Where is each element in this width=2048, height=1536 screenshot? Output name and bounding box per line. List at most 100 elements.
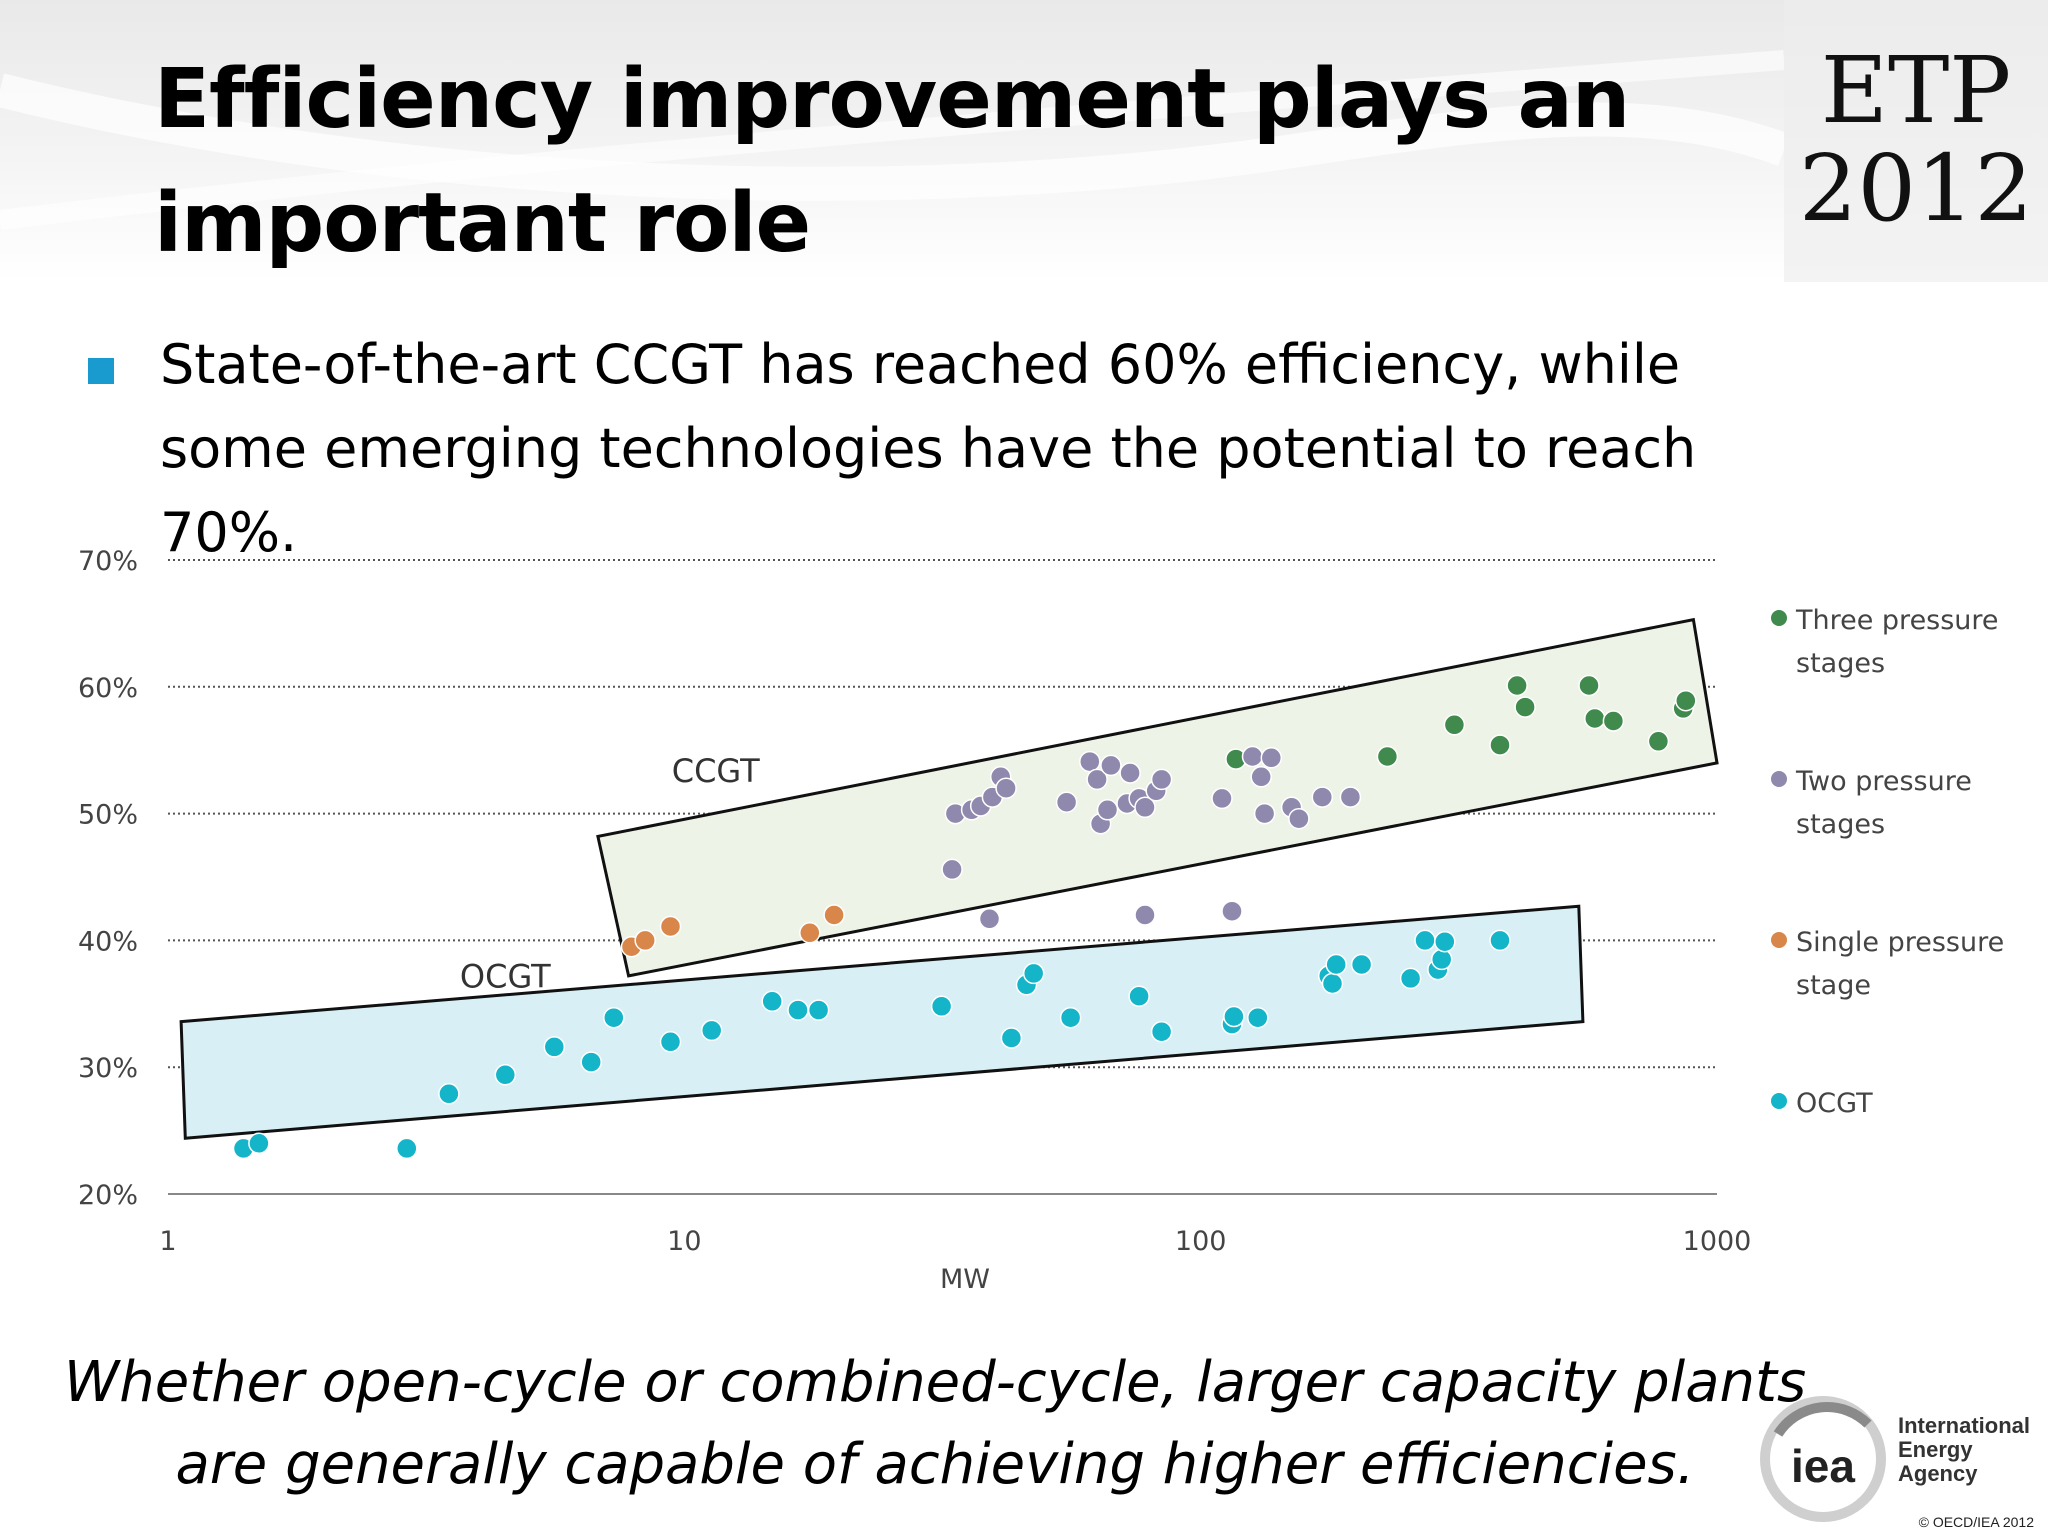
point-ocgt <box>580 1051 602 1073</box>
slide-caption: Whether open-cycle or combined-cycle, la… <box>63 1350 1807 1497</box>
point-two-pressure-stages <box>1221 900 1243 922</box>
x-tick-label: 10 <box>667 1226 701 1257</box>
point-ocgt <box>700 1019 723 1042</box>
point-three-pressure-stages <box>1647 730 1670 753</box>
y-tick-label: 70% <box>78 546 138 577</box>
point-ocgt <box>1430 948 1453 971</box>
point-ocgt <box>1325 953 1347 976</box>
x-tick-label: 1 <box>159 1226 176 1257</box>
y-tick-label: 30% <box>78 1053 138 1084</box>
point-three-pressure-stages <box>1675 689 1697 712</box>
point-ocgt <box>1022 962 1045 985</box>
point-layer <box>232 674 1697 1160</box>
point-two-pressure-stages <box>1241 745 1264 768</box>
bullet-square-icon <box>88 358 114 384</box>
point-two-pressure-stages <box>941 858 963 881</box>
point-ocgt <box>1321 972 1344 995</box>
iea-name-line2: Energy Agency <box>1898 1437 1978 1486</box>
legend-label: Three pressure stages <box>1795 605 1999 679</box>
legend-label: OCGT <box>1796 1088 1873 1119</box>
copyright-text: © OECD/IEA 2012 <box>1918 1514 2034 1530</box>
point-two-pressure-stages <box>1339 786 1362 808</box>
point-three-pressure-stages <box>1489 734 1511 756</box>
iea-name-line1: International <box>1898 1413 2031 1438</box>
point-two-pressure-stages <box>978 908 1001 930</box>
point-three-pressure-stages <box>1506 674 1528 697</box>
iea-mark-text: iea <box>1791 1440 1855 1492</box>
legend-marker <box>1771 1093 1787 1109</box>
point-two-pressure-stages <box>1055 791 1078 813</box>
point-ocgt <box>1150 1020 1173 1043</box>
legend-label: Two pressure stages <box>1795 766 1972 840</box>
header-band <box>0 0 1784 282</box>
point-ocgt <box>1247 1006 1269 1029</box>
axis-layer: 20% 30% 40% 50% 60% 70% 1 10 100 1000 MW <box>78 546 1751 1295</box>
point-three-pressure-stages <box>1584 707 1606 730</box>
point-two-pressure-stages <box>1211 787 1233 810</box>
point-two-pressure-stages <box>1311 786 1334 808</box>
point-ocgt <box>761 990 783 1013</box>
point-two-pressure-stages <box>1119 762 1141 784</box>
point-ocgt <box>1350 953 1373 976</box>
logo-etp-text: ETP <box>1820 37 2012 144</box>
band-ocgt <box>179 904 1585 1140</box>
point-single-pressure-stage <box>659 915 682 938</box>
header-decoration <box>0 50 1784 230</box>
point-three-pressure-stages <box>1514 696 1536 718</box>
point-two-pressure-stages <box>995 777 1017 799</box>
point-two-pressure-stages <box>1096 799 1119 821</box>
x-tick-label: 1000 <box>1683 1226 1752 1257</box>
point-ocgt <box>1399 967 1422 990</box>
point-single-pressure-stage <box>634 929 656 952</box>
point-two-pressure-stages <box>1134 904 1156 926</box>
legend-layer: Three pressure stages Two pressure stages Si… <box>1771 605 2004 1119</box>
point-two-pressure-stages <box>1260 747 1283 769</box>
point-ocgt <box>1059 1006 1082 1029</box>
y-tick-label: 60% <box>78 673 138 704</box>
legend-marker <box>1771 771 1787 787</box>
point-three-pressure-stages <box>1578 674 1600 697</box>
point-two-pressure-stages <box>1288 807 1310 830</box>
etp-logo: ETP 2012 <box>1784 0 2048 282</box>
y-tick-label: 40% <box>78 926 138 957</box>
point-ocgt <box>787 999 809 1021</box>
x-axis-label: MW <box>940 1264 990 1295</box>
logo-year-text: 2012 <box>1798 135 2034 242</box>
point-single-pressure-stage <box>799 922 821 944</box>
legend-marker <box>1771 932 1787 948</box>
point-two-pressure-stages <box>1134 796 1156 819</box>
x-tick-label: 100 <box>1175 1226 1227 1257</box>
point-ocgt <box>396 1137 418 1160</box>
point-two-pressure-stages <box>1150 768 1173 791</box>
y-tick-label: 20% <box>78 1180 138 1211</box>
band-label-ocgt: OCGT <box>460 957 551 995</box>
point-two-pressure-stages <box>1086 768 1108 791</box>
point-ocgt <box>248 1132 270 1155</box>
legend-marker <box>1771 610 1787 626</box>
bullet-text: State-of-the-art CCGT has reached 60% ef… <box>160 333 1697 564</box>
point-ocgt <box>1434 930 1456 953</box>
point-three-pressure-stages <box>1443 714 1466 736</box>
point-ocgt <box>659 1031 682 1053</box>
legend-label: Single pressure stage <box>1796 927 2004 1001</box>
iea-name: International Energy Agency <box>1898 1414 2048 1486</box>
iea-logo-icon: iea <box>1760 1396 1886 1522</box>
point-ocgt <box>1223 1005 1245 1028</box>
point-ocgt <box>1128 985 1150 1007</box>
point-ocgt <box>543 1036 566 1058</box>
slide-title: Efficiency improvement plays an importan… <box>154 52 1630 271</box>
point-two-pressure-stages <box>1250 766 1272 788</box>
point-two-pressure-stages <box>1079 750 1101 773</box>
band-label-ccgt: CCGT <box>672 752 760 790</box>
point-ocgt <box>1414 929 1436 952</box>
point-single-pressure-stage <box>823 904 845 926</box>
point-ocgt <box>1489 929 1511 952</box>
point-ocgt <box>807 999 830 1021</box>
point-three-pressure-stages <box>1602 710 1625 732</box>
point-two-pressure-stages <box>1253 802 1276 825</box>
point-ocgt <box>603 1006 625 1029</box>
point-ocgt <box>930 995 953 1018</box>
point-two-pressure-stages <box>1100 754 1122 777</box>
point-three-pressure-stages <box>1376 745 1399 768</box>
